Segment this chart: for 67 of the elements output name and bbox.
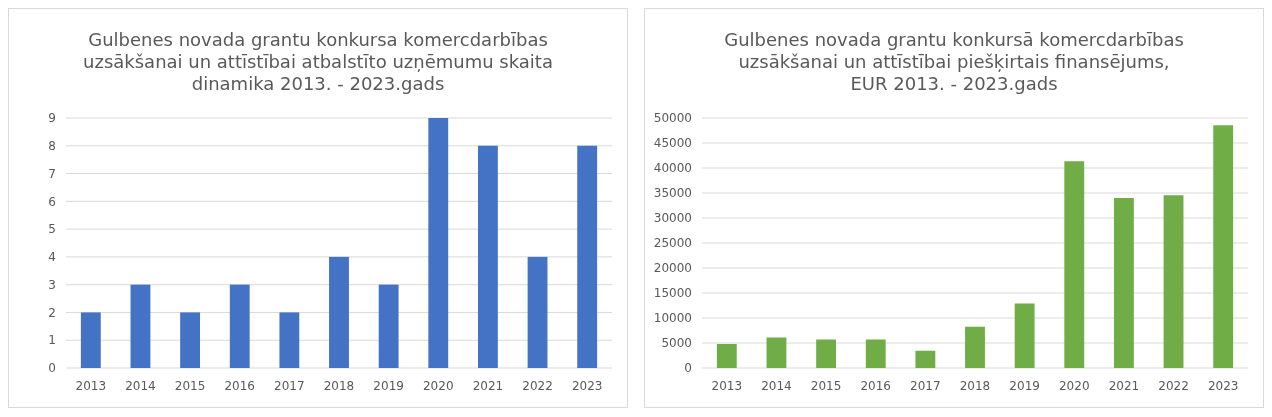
x-tick-label: 2017 — [910, 379, 941, 393]
bar — [130, 284, 151, 368]
bar — [766, 337, 787, 368]
x-tick-label: 2021 — [1108, 379, 1140, 393]
bar — [180, 312, 201, 368]
x-tick-label: 2015 — [174, 379, 206, 393]
bar — [329, 256, 349, 368]
bar — [527, 256, 548, 368]
x-tick-label: 2013 — [75, 379, 107, 393]
x-tick-label: 2022 — [522, 379, 553, 393]
y-tick-label: 30000 — [653, 211, 692, 226]
bar — [1064, 161, 1085, 368]
bar — [229, 284, 250, 368]
y-tick-label: 5000 — [661, 336, 692, 351]
y-tick-label: 7 — [48, 166, 56, 181]
x-tick-label: 2016 — [860, 379, 891, 393]
bar — [1163, 195, 1184, 368]
y-tick-label: 25000 — [653, 236, 692, 251]
y-tick-label: 35000 — [653, 186, 692, 201]
y-tick-label: 20000 — [653, 261, 692, 276]
bar — [378, 284, 399, 368]
x-tick-label: 2017 — [274, 379, 305, 393]
x-tick-label: 2020 — [423, 379, 454, 393]
x-tick-label: 2022 — [1158, 379, 1189, 393]
x-tick-label: 2018 — [959, 379, 991, 393]
bar — [865, 339, 886, 368]
y-tick-label: 45000 — [653, 136, 692, 151]
bar — [279, 312, 300, 368]
y-tick-label: 5 — [48, 222, 56, 237]
y-tick-label: 9 — [48, 111, 56, 126]
y-tick-label: 6 — [48, 194, 56, 209]
y-tick-label: 8 — [48, 138, 56, 153]
y-tick-label: 40000 — [653, 161, 692, 176]
bar — [1113, 198, 1134, 368]
x-tick-label: 2023 — [1207, 379, 1239, 393]
y-tick-label: 1 — [48, 333, 56, 348]
y-tick-label: 15000 — [653, 286, 692, 301]
y-tick-label: 2 — [48, 305, 56, 320]
x-tick-label: 2023 — [571, 379, 603, 393]
x-tick-label: 2016 — [224, 379, 255, 393]
bar — [965, 326, 985, 368]
x-tick-label: 2014 — [125, 379, 156, 393]
x-tick-label: 2014 — [761, 379, 792, 393]
x-tick-label: 2019 — [1009, 379, 1040, 393]
chart-title: Gulbenes novada grantu konkursa komercdarbības uzsākšanai un attīstībai atbalstīto uzņēmumu skaita dinamika 2013. - 2023.gads — [83, 29, 553, 94]
y-tick-label: 10000 — [653, 311, 692, 326]
x-tick-label: 2018 — [323, 379, 355, 393]
y-tick-label: 0 — [684, 361, 692, 376]
x-tick-label: 2020 — [1059, 379, 1090, 393]
bar — [816, 339, 837, 368]
x-tick-label: 2013 — [711, 379, 743, 393]
x-tick-label: 2021 — [472, 379, 504, 393]
bar — [428, 118, 449, 368]
y-tick-label: 4 — [48, 250, 56, 265]
bar — [716, 344, 737, 368]
bar — [1014, 303, 1035, 368]
bar — [80, 312, 101, 368]
y-tick-label: 3 — [48, 277, 56, 292]
bar — [915, 350, 936, 368]
bar — [477, 145, 498, 368]
bar — [577, 145, 598, 368]
y-tick-label: 50000 — [653, 111, 692, 126]
x-tick-label: 2015 — [810, 379, 842, 393]
bar — [1213, 125, 1234, 368]
x-tick-label: 2019 — [373, 379, 404, 393]
y-tick-label: 0 — [48, 361, 56, 376]
chart-title: Gulbenes novada grantu konkursā komercdarbības uzsākšanai un attīstībai piešķirtais finansējums, EUR 2013. - 2023.gads — [724, 29, 1184, 94]
